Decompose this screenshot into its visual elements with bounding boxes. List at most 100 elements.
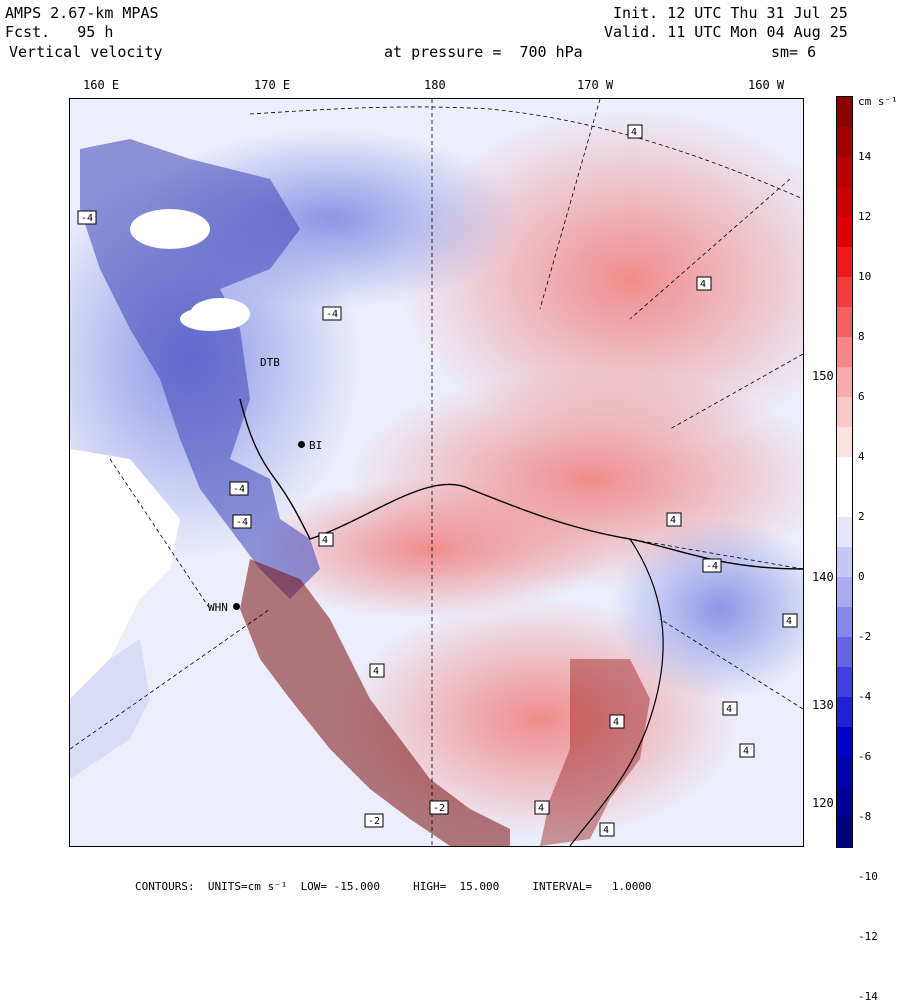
colorbar: [836, 96, 853, 848]
station-label-bi: BI: [309, 439, 323, 452]
colorbar-segment: [837, 577, 852, 608]
masked-area: [70, 449, 180, 699]
colorbar-units: cm s⁻¹: [858, 95, 898, 108]
colorbar-segment: [837, 427, 852, 458]
colorbar-tick-label: -10: [858, 870, 878, 883]
lon-label-180: 180: [424, 78, 446, 92]
svg-text:-4: -4: [81, 213, 93, 224]
terrain-band: [240, 559, 510, 846]
svg-text:-4: -4: [326, 309, 338, 320]
pressure-level: at pressure = 700 hPa: [384, 43, 583, 61]
masked-area: [180, 307, 240, 331]
colorbar-segment: [837, 487, 852, 518]
lon-label-160e: 160 E: [83, 78, 120, 92]
colorbar-tick-label: -4: [858, 690, 872, 703]
lon-label-170w: 170 W: [577, 78, 614, 92]
colorbar-tick-label: 12: [858, 210, 872, 223]
colorbar-tick-label: -6: [858, 750, 872, 763]
colorbar-tick-label: -2: [858, 630, 872, 643]
svg-text:-2: -2: [368, 816, 380, 827]
lon-label-160w: 160 W: [748, 78, 785, 92]
colorbar-segment: [837, 367, 852, 398]
model-title: AMPS 2.67-km MPAS: [5, 4, 159, 22]
contour-value-boxes: -4 -4 -4 -4 4 4 4 4 -4 4 4 4 4 4 -2 -2 4…: [77, 124, 798, 837]
colorbar-segment: [837, 697, 852, 728]
colorbar-segment: [837, 187, 852, 218]
svg-text:-4: -4: [233, 484, 245, 495]
meridian-140w: [629, 538, 803, 570]
svg-text:4: 4: [786, 616, 792, 627]
terrain-band: [540, 659, 650, 846]
field-name: Vertical velocity: [9, 43, 163, 61]
svg-text:4: 4: [538, 803, 544, 814]
descent-region: [610, 519, 803, 699]
colorbar-segment: [837, 457, 852, 488]
colorbar-segment: [837, 787, 852, 818]
colorbar-segment: [837, 817, 852, 848]
colorbar-segment: [837, 607, 852, 638]
colorbar-tick-label: -8: [858, 810, 872, 823]
coastline: [239, 398, 803, 570]
init-time: Init. 12 UTC Thu 31 Jul 25: [613, 4, 848, 22]
svg-text:4: 4: [322, 535, 328, 546]
colorbar-tick-label: 6: [858, 390, 865, 403]
colorbar-segment: [837, 667, 852, 698]
svg-text:4: 4: [670, 515, 676, 526]
colorbar-segment: [837, 727, 852, 758]
colorbar-segment: [837, 757, 852, 788]
meridian-160w: [629, 178, 791, 320]
parallel-line: [249, 106, 803, 200]
terrain-band: [80, 139, 320, 599]
svg-text:4: 4: [743, 746, 749, 757]
contour-summary: CONTOURS: UNITS=cm s⁻¹ LOW= -15.000 HIGH…: [135, 880, 652, 893]
graticule-line: [70, 608, 271, 750]
colorbar-segment: [837, 547, 852, 578]
station-marker-whn: [233, 603, 240, 610]
colorbar-tick-label: -14: [858, 990, 878, 1003]
colorbar-tick-label: 2: [858, 510, 865, 523]
meridian-130w: [659, 618, 803, 710]
colorbar-tick-label: 8: [858, 330, 865, 343]
meridian-170w: [539, 99, 601, 310]
colorbar-segment: [837, 247, 852, 278]
colorbar-segment: [837, 397, 852, 428]
svg-text:-2: -2: [433, 803, 445, 814]
station-label-whn: WHN: [208, 601, 228, 614]
velocity-field-map: -4 -4 -4 -4 4 4 4 4 -4 4 4 4 4 4 -2 -2 4…: [70, 99, 803, 846]
masked-area: [130, 209, 210, 249]
ascent-region: [250, 479, 610, 619]
svg-text:4: 4: [700, 279, 706, 290]
svg-text:4: 4: [726, 704, 732, 715]
svg-text:4: 4: [373, 666, 379, 677]
colorbar-segment: [837, 157, 852, 188]
colorbar-tick-label: -12: [858, 930, 878, 943]
colorbar-tick-label: 4: [858, 450, 865, 463]
colorbar-segment: [837, 127, 852, 158]
station-marker-bi: [298, 441, 305, 448]
colorbar-segment: [837, 217, 852, 248]
descent-region: [70, 639, 150, 779]
colorbar-segment: [837, 337, 852, 368]
svg-text:4: 4: [631, 127, 637, 138]
svg-text:4: 4: [603, 825, 609, 836]
colorbar-tick-label: 10: [858, 270, 872, 283]
colorbar-tick-label: 0: [858, 570, 865, 583]
coastline: [569, 538, 664, 846]
graticule-line: [109, 458, 211, 610]
svg-text:-4: -4: [236, 517, 248, 528]
colorbar-tick-label: 14: [858, 150, 872, 163]
colorbar-segment: [837, 307, 852, 338]
smoothing-value: sm= 6: [771, 43, 817, 61]
colorbar-segment: [837, 97, 852, 128]
valid-time: Valid. 11 UTC Mon 04 Aug 25: [604, 23, 848, 41]
colorbar-segment: [837, 277, 852, 308]
colorbar-segment: [837, 517, 852, 548]
forecast-hour: Fcst. 95 h: [5, 23, 114, 41]
colorbar-segment: [837, 637, 852, 668]
meridian-150w: [669, 353, 803, 430]
svg-text:4: 4: [613, 717, 619, 728]
station-label-dtb: DTB: [260, 356, 280, 369]
map-panel[interactable]: -4 -4 -4 -4 4 4 4 4 -4 4 4 4 4 4 -2 -2 4…: [69, 98, 804, 847]
svg-text:-4: -4: [706, 561, 718, 572]
lon-label-170e: 170 E: [254, 78, 291, 92]
